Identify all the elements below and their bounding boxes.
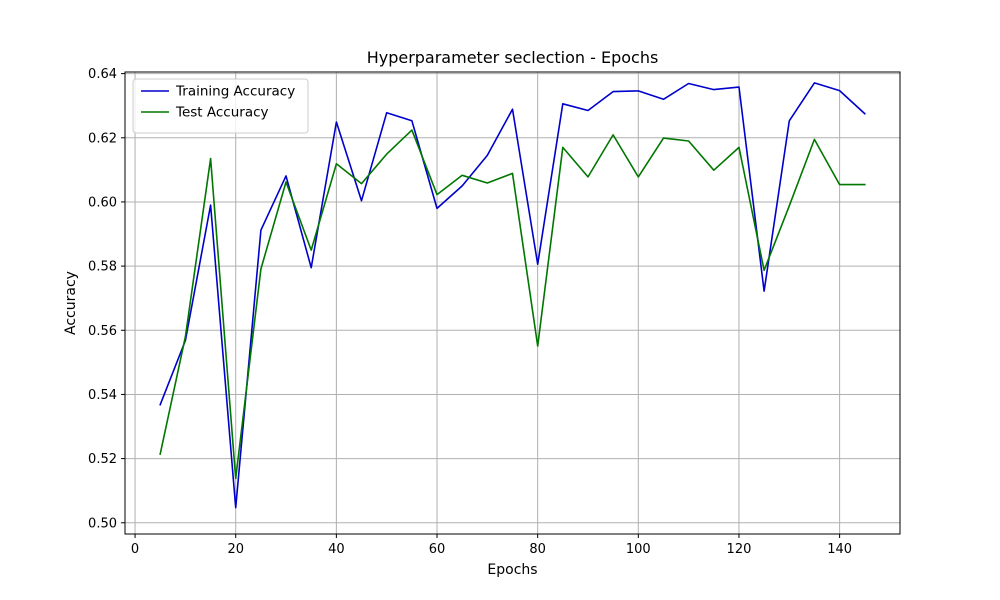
x-tick-label: 80 — [529, 542, 546, 557]
x-tick-label: 140 — [827, 542, 852, 557]
x-tick-label: 0 — [131, 542, 139, 557]
legend-box — [132, 78, 309, 134]
y-tick-label: 0.50 — [88, 516, 117, 531]
grid — [125, 72, 900, 534]
series-line-training-accuracy — [159, 82, 866, 509]
y-axis: 0.50 0.52 0.54 0.56 0.58 0.60 0.62 0.64 — [88, 67, 125, 531]
x-tick-label: 60 — [429, 542, 446, 557]
legend-label-test-accuracy: Test Accuracy — [175, 105, 269, 121]
y-tick-label: 0.52 — [88, 452, 117, 467]
x-tick-label: 120 — [727, 542, 752, 557]
chart-title: Hyperparameter seclection - Epochs — [367, 48, 659, 67]
x-tick-label: 40 — [328, 542, 345, 557]
legend-label-training-accuracy: Training Accuracy — [175, 84, 295, 100]
y-tick-label: 0.54 — [88, 388, 117, 403]
y-tick-label: 0.64 — [88, 67, 117, 82]
y-tick-label: 0.60 — [88, 195, 117, 210]
legend: Training Accuracy Test Accuracy — [132, 78, 309, 134]
x-axis-label: Epochs — [487, 562, 537, 578]
y-tick-label: 0.58 — [88, 260, 117, 275]
x-axis: 0 20 40 60 80 100 120 140 — [131, 534, 852, 557]
y-axis-label: Accuracy — [63, 271, 79, 335]
series-line-test-accuracy — [159, 129, 866, 480]
plot-area — [124, 71, 901, 535]
y-tick-label: 0.62 — [88, 131, 117, 146]
series-layer — [159, 82, 866, 509]
x-tick-label: 100 — [626, 542, 651, 557]
y-tick-label: 0.56 — [88, 324, 117, 339]
x-tick-label: 20 — [227, 542, 244, 557]
